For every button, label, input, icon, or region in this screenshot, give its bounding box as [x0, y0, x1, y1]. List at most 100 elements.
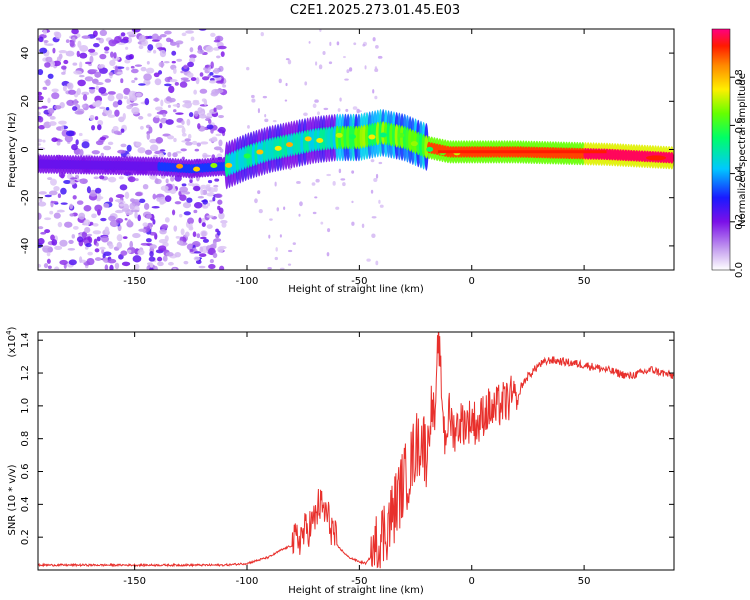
noise-speckle	[103, 251, 112, 256]
x-tick-label: -100	[236, 576, 259, 587]
noise-speckle	[107, 258, 117, 264]
noise-speckle	[49, 210, 54, 215]
x-tick-label: -150	[123, 276, 146, 287]
noise-speckle	[214, 89, 224, 94]
noise-speckle	[109, 264, 114, 270]
noise-speckle	[137, 147, 146, 154]
noise-speckle	[189, 54, 197, 59]
noise-speckle	[298, 213, 301, 217]
noise-speckle	[210, 128, 214, 134]
noise-speckle	[99, 53, 107, 60]
noise-speckle	[159, 122, 163, 129]
noise-speckle	[138, 83, 146, 86]
noise-speckle	[374, 66, 378, 70]
noise-speckle	[138, 34, 146, 43]
colorbar-gradient	[711, 28, 731, 271]
noise-speckle	[43, 263, 49, 269]
noise-speckle	[170, 175, 175, 182]
noise-speckle	[85, 242, 92, 248]
noise-speckle	[152, 49, 157, 54]
colorbar-label: Normalized spectral amplitude	[737, 73, 748, 227]
colorbar: 0.0 0.2 0.4 0.6 0.8 Normalized spectral ampl…	[711, 28, 748, 278]
noise-speckle	[175, 150, 182, 154]
noise-speckle	[215, 80, 224, 84]
noise-speckle	[148, 256, 156, 262]
noise-speckle	[42, 245, 50, 248]
noise-speckle	[173, 225, 178, 232]
noise-speckle	[96, 197, 101, 202]
noise-speckle	[205, 186, 212, 192]
noise-speckle	[38, 95, 44, 101]
noise-speckle	[196, 142, 202, 147]
noise-speckle	[319, 29, 322, 32]
noise-speckle	[108, 215, 116, 222]
noise-speckle	[54, 245, 63, 251]
noise-speckle	[149, 262, 154, 268]
noise-speckle	[69, 40, 75, 47]
noise-speckle	[285, 82, 288, 87]
noise-speckle	[175, 40, 184, 45]
noise-speckle	[190, 36, 195, 42]
noise-speckle	[212, 241, 217, 248]
noise-speckle	[264, 118, 269, 123]
noise-speckle	[200, 184, 207, 190]
noise-speckle	[126, 98, 131, 105]
snr-y-label: SNR (10 * v/v)	[7, 464, 18, 535]
noise-speckle	[206, 192, 215, 197]
noise-speckle	[283, 206, 286, 210]
noise-speckle	[39, 47, 48, 54]
noise-speckle	[131, 107, 140, 115]
noise-speckle	[145, 238, 152, 243]
noise-speckle	[188, 57, 196, 63]
noise-speckle	[71, 143, 78, 151]
noise-speckle	[94, 116, 99, 121]
noise-speckle	[91, 213, 97, 219]
noise-speckle	[220, 219, 228, 224]
noise-speckle	[134, 77, 138, 81]
noise-speckle	[181, 127, 186, 134]
noise-speckle	[127, 176, 136, 183]
noise-speckle	[51, 88, 59, 93]
noise-speckle	[329, 41, 332, 47]
noise-speckle	[258, 208, 263, 214]
noise-speckle	[198, 265, 206, 269]
noise-speckle	[151, 33, 159, 41]
noise-speckle	[103, 145, 112, 151]
noise-speckle	[184, 138, 191, 142]
noise-speckle	[115, 218, 124, 224]
noise-speckle	[98, 86, 107, 94]
noise-speckle	[69, 179, 76, 185]
noise-speckle	[84, 61, 92, 65]
noise-speckle	[200, 141, 209, 145]
noise-speckle	[116, 71, 124, 75]
noise-speckle	[96, 236, 101, 242]
noise-speckle	[109, 59, 116, 67]
noise-speckle	[127, 249, 132, 254]
noise-speckle	[378, 161, 383, 165]
noise-speckle	[198, 253, 207, 258]
noise-speckle	[179, 194, 187, 201]
noise-speckle	[155, 106, 163, 111]
noise-speckle	[176, 125, 185, 128]
noise-speckle	[116, 234, 123, 242]
noise-speckle	[182, 201, 192, 209]
noise-speckle	[86, 233, 93, 237]
noise-speckle	[51, 92, 60, 100]
noise-speckle	[61, 71, 66, 75]
noise-speckle	[94, 257, 102, 261]
y-tick-label: -20	[20, 190, 31, 206]
noise-speckle	[47, 107, 55, 114]
noise-speckle	[104, 226, 110, 234]
noise-speckle	[251, 98, 256, 103]
y-tick-label: 1.2	[20, 365, 31, 381]
noise-speckle	[257, 190, 261, 195]
noise-speckle	[181, 32, 187, 37]
noise-speckle	[91, 124, 96, 131]
noise-speckle	[115, 194, 125, 199]
spectrogram-y-label: Frequency (Hz)	[7, 112, 18, 188]
noise-speckle	[63, 59, 69, 65]
noise-speckle	[154, 178, 162, 185]
noise-speckle	[107, 141, 114, 146]
noise-speckle	[95, 37, 101, 41]
noise-speckle	[217, 205, 221, 211]
